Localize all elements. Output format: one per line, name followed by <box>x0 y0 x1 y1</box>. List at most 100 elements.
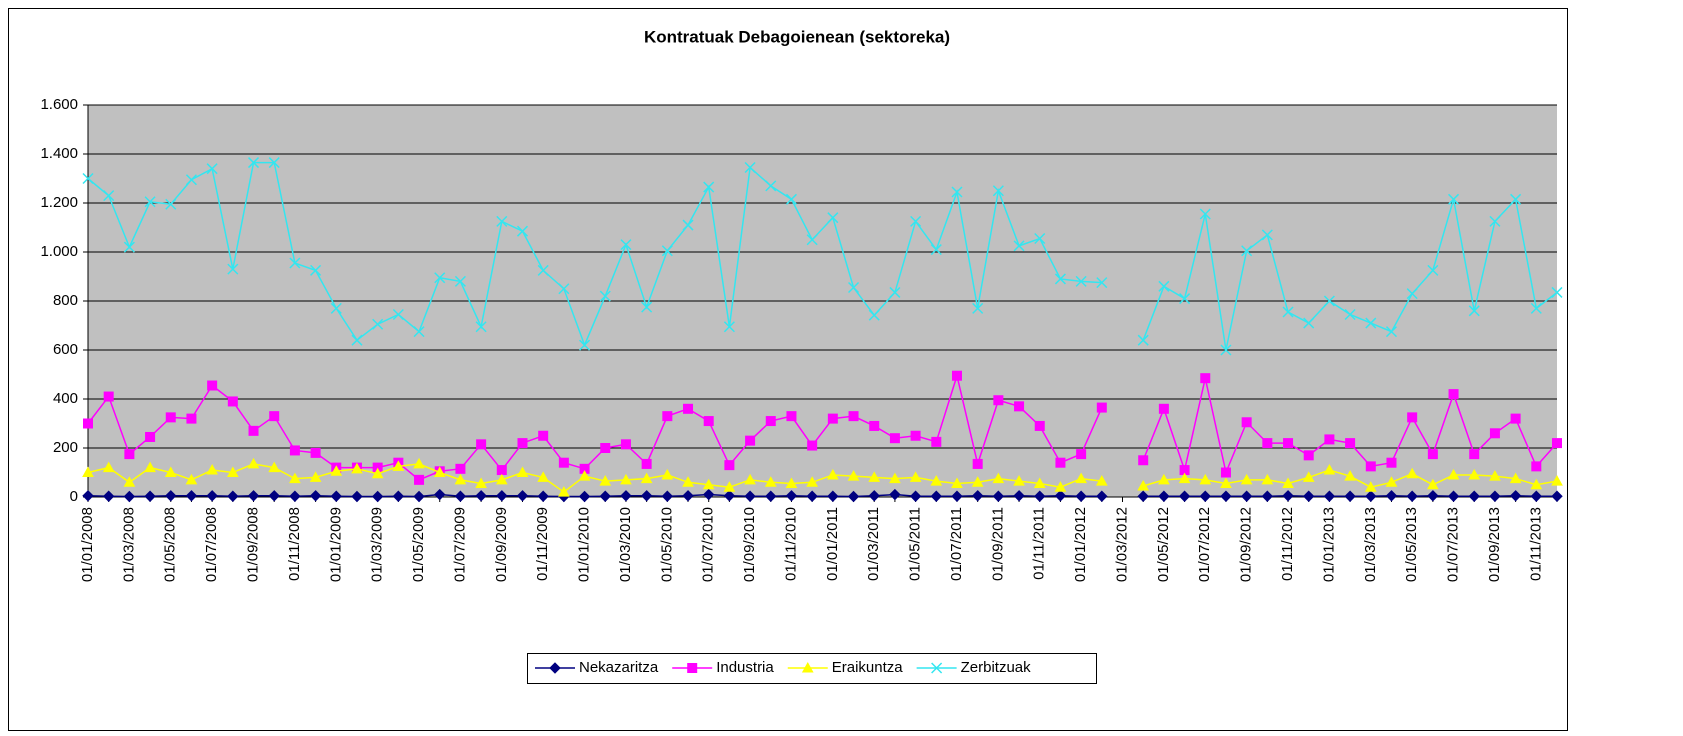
x-tick-label: 01/09/2009 <box>493 507 510 582</box>
marker-x <box>703 181 715 193</box>
marker-x <box>144 196 156 208</box>
marker-triangle <box>516 466 529 477</box>
x-tick-label: 01/03/2008 <box>120 507 137 582</box>
marker-diamond <box>1261 490 1274 502</box>
y-tick-label: 600 <box>53 341 78 358</box>
marker-square <box>1096 402 1107 413</box>
marker-triangle <box>1178 472 1191 484</box>
marker-x <box>1013 240 1025 252</box>
marker-triangle <box>144 461 156 473</box>
marker-square <box>1138 455 1149 466</box>
marker-triangle <box>806 476 819 487</box>
marker-triangle <box>1323 464 1336 475</box>
marker-diamond <box>1385 490 1398 502</box>
marker-x <box>682 219 694 231</box>
series <box>82 457 1563 497</box>
marker-x <box>537 264 549 276</box>
marker-triangle <box>1075 472 1087 484</box>
x-tick-label: 01/05/2010 <box>658 507 675 582</box>
marker-diamond <box>309 490 322 502</box>
legend-label: Nekazaritza <box>579 659 659 676</box>
marker-square <box>1489 428 1500 439</box>
marker-diamond <box>1365 490 1377 502</box>
marker-diamond <box>599 490 611 502</box>
marker-square <box>1034 420 1045 431</box>
marker-square <box>869 420 880 431</box>
marker-x <box>82 172 94 185</box>
marker-diamond <box>289 490 301 502</box>
marker-x <box>372 318 384 330</box>
marker-diamond <box>951 490 963 502</box>
y-tick-label: 1.000 <box>40 243 78 260</box>
marker-triangle <box>1509 472 1522 484</box>
marker-diamond <box>1344 490 1356 502</box>
marker-triangle <box>744 473 756 485</box>
marker-triangle <box>682 476 694 487</box>
marker-triangle <box>1282 477 1294 489</box>
marker-x <box>1137 334 1149 346</box>
marker-x <box>848 281 860 294</box>
marker-x <box>1489 215 1501 227</box>
marker-triangle <box>1033 477 1046 489</box>
marker-diamond <box>661 490 674 502</box>
marker-square <box>931 436 942 447</box>
marker-x <box>185 174 197 186</box>
marker-x <box>599 290 611 302</box>
legend-label: Industria <box>716 659 774 676</box>
marker-triangle <box>537 471 550 482</box>
x-tick-label: 01/05/2009 <box>410 507 427 582</box>
marker-diamond <box>475 490 487 502</box>
marker-square <box>1055 457 1066 468</box>
marker-x <box>910 215 922 227</box>
marker-x <box>1075 275 1087 287</box>
marker-triangle <box>723 481 736 492</box>
marker-diamond <box>723 490 736 502</box>
marker-square <box>951 370 962 381</box>
marker-x <box>972 302 984 314</box>
marker-diamond <box>827 490 839 502</box>
x-tick-label: 01/11/2010 <box>782 507 799 581</box>
x-tick-label: 01/11/2012 <box>1279 507 1296 581</box>
marker-square <box>517 438 528 449</box>
marker-square <box>745 435 756 446</box>
marker-square <box>269 411 280 422</box>
marker-triangle <box>578 470 591 481</box>
x-tick-label: 01/01/2010 <box>576 507 593 582</box>
marker-triangle <box>785 477 798 489</box>
marker-diamond <box>806 490 818 502</box>
marker-square <box>414 474 425 485</box>
marker-triangle <box>620 473 632 485</box>
marker-x <box>1179 293 1191 305</box>
marker-diamond <box>1013 490 1025 502</box>
marker-diamond <box>268 490 280 502</box>
marker-square <box>662 411 673 422</box>
marker-square <box>683 403 694 414</box>
marker-square <box>186 413 197 424</box>
marker-x <box>827 212 839 224</box>
marker-triangle <box>801 661 814 673</box>
x-tick-label: 01/01/2009 <box>327 507 344 582</box>
marker-triangle <box>1199 473 1212 485</box>
series <box>82 157 1563 356</box>
marker-triangle <box>1530 478 1543 490</box>
marker-triangle <box>247 457 260 469</box>
x-tick-label: 01/01/2013 <box>1320 507 1337 582</box>
marker-x <box>1510 193 1522 205</box>
marker-x <box>930 244 942 256</box>
marker-square <box>207 380 218 391</box>
x-tick-label: 01/09/2012 <box>1238 507 1255 582</box>
marker-diamond <box>640 490 653 502</box>
marker-x <box>579 339 591 351</box>
marker-square <box>993 395 1004 406</box>
marker-diamond <box>144 490 156 502</box>
marker-triangle <box>102 461 115 473</box>
marker-triangle <box>371 467 384 479</box>
marker-diamond <box>206 490 218 502</box>
marker-x <box>1530 302 1542 314</box>
marker-square <box>289 445 300 456</box>
marker-diamond <box>413 490 425 503</box>
x-tick-label: 01/01/2011 <box>824 507 841 581</box>
x-tick-label: 01/11/2011 <box>1031 507 1048 580</box>
marker-x <box>723 321 735 333</box>
